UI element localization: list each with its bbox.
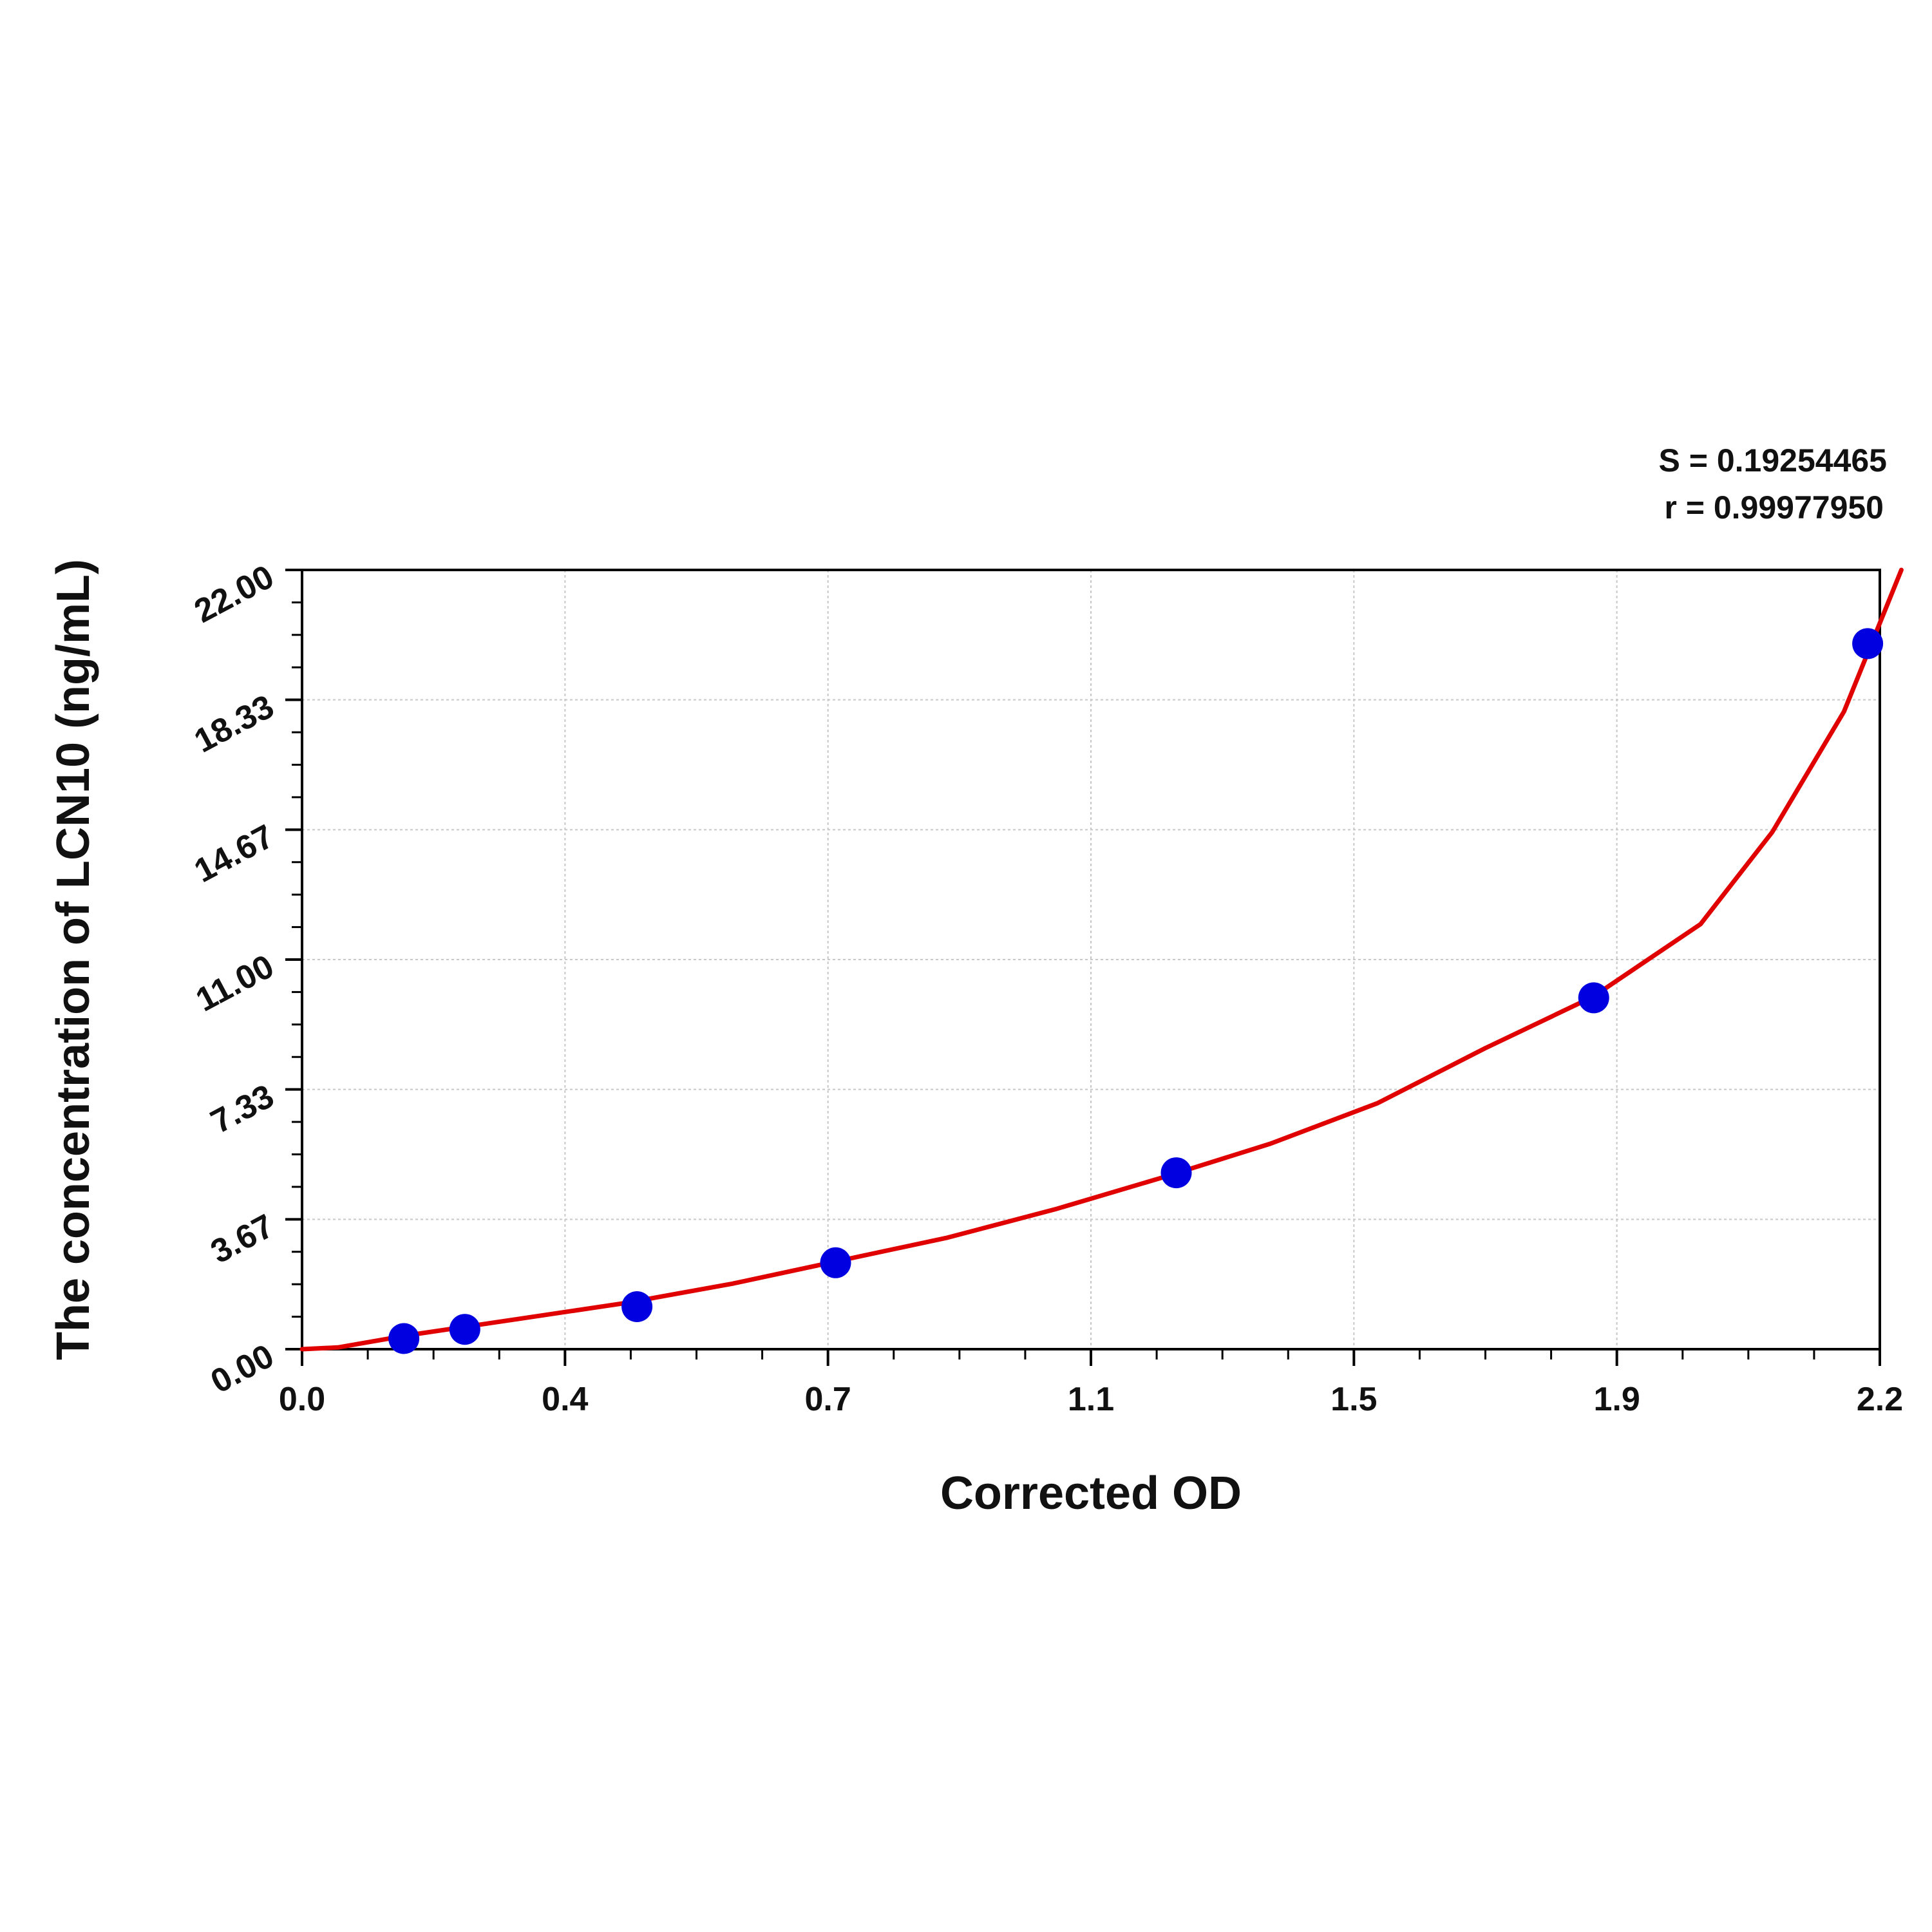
points-layer	[388, 628, 1884, 1354]
y-tick-label: 18.33	[188, 688, 279, 760]
y-tick-labels: 0.00 3.67 7.33 11.00 14.67 18.33 22.00	[188, 558, 279, 1401]
x-tick-label: 0.4	[542, 1381, 588, 1418]
minor-tick-layer	[292, 601, 1815, 1359]
y-tick-label: 7.33	[205, 1077, 280, 1141]
x-tick-label: 1.9	[1594, 1381, 1640, 1418]
stat-s-label: S = 0.19254465	[1659, 442, 1888, 478]
x-axis-title: Corrected OD	[940, 1468, 1242, 1519]
y-tick-label: 14.67	[188, 818, 279, 890]
x-tick-label: 2.2	[1857, 1381, 1903, 1418]
y-tick-label: 0.00	[205, 1337, 280, 1401]
x-tick-label: 0.7	[805, 1381, 851, 1418]
data-point	[621, 1291, 653, 1322]
data-point	[449, 1314, 480, 1345]
stat-r-label: r = 0.99977950	[1664, 489, 1884, 526]
y-tick-label: 22.00	[188, 558, 279, 630]
x-tick-label: 0.0	[279, 1381, 325, 1418]
data-point	[1852, 628, 1884, 659]
x-tick-labels: 0.0 0.4 0.7 1.1 1.5 1.9 2.2	[279, 1381, 1903, 1418]
x-tick-label: 1.1	[1068, 1381, 1114, 1418]
x-tick-label: 1.5	[1331, 1381, 1377, 1418]
data-point	[820, 1247, 851, 1278]
tick-layer	[285, 569, 1881, 1366]
y-axis-title: The concentration of LCN10 (ng/mL)	[48, 559, 99, 1360]
grid-layer	[302, 570, 1880, 1349]
data-point	[1578, 982, 1609, 1014]
data-point	[388, 1323, 420, 1354]
data-point	[1160, 1157, 1192, 1189]
y-tick-label: 3.67	[205, 1208, 280, 1271]
y-tick-label: 11.00	[190, 947, 280, 1019]
